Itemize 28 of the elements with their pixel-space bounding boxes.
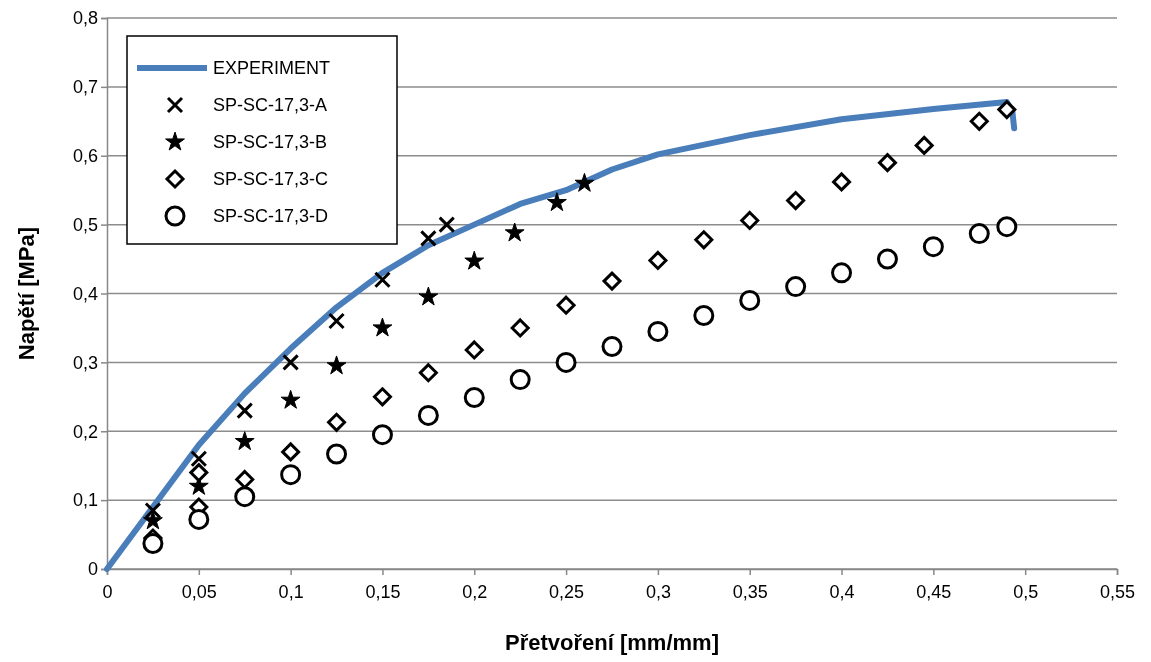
y-tick-label: 0,8 <box>72 8 98 29</box>
legend-label: EXPERIMENT <box>213 58 331 78</box>
x-tick-label: 0,55 <box>1099 581 1136 602</box>
x-tick-label: 0,05 <box>181 581 217 602</box>
legend-label: SP-SC-17,3-D <box>213 206 329 226</box>
y-tick-label: 0,7 <box>72 77 98 98</box>
y-tick-label: 0 <box>87 559 98 580</box>
x-tick-label: 0,4 <box>829 581 855 602</box>
x-tick-label: 0,2 <box>462 581 488 602</box>
y-tick-label: 0,4 <box>72 283 98 304</box>
x-tick-label: 0,25 <box>549 581 585 602</box>
y-tick-label: 0,6 <box>72 146 98 167</box>
x-tick-label: 0,1 <box>278 581 304 602</box>
y-tick-label: 0,5 <box>72 214 98 235</box>
y-tick-label: 0,2 <box>72 421 98 442</box>
x-tick-label: 0,35 <box>732 581 768 602</box>
x-tick-label: 0,3 <box>645 581 671 602</box>
y-tick-label: 0,3 <box>72 352 98 373</box>
legend-label: SP-SC-17,3-B <box>213 132 328 152</box>
legend-label: SP-SC-17,3-C <box>213 169 329 189</box>
x-tick-label: 0 <box>102 581 113 602</box>
legend-label: SP-SC-17,3-A <box>213 95 328 115</box>
x-tick-label: 0,45 <box>916 581 952 602</box>
y-axis-title: Napětí [MPa] <box>14 226 39 361</box>
x-axis-title: Přetvoření [mm/mm] <box>505 630 719 655</box>
x-tick-label: 0,5 <box>1013 581 1039 602</box>
x-tick-label: 0,15 <box>365 581 401 602</box>
y-tick-label: 0,1 <box>72 490 98 511</box>
